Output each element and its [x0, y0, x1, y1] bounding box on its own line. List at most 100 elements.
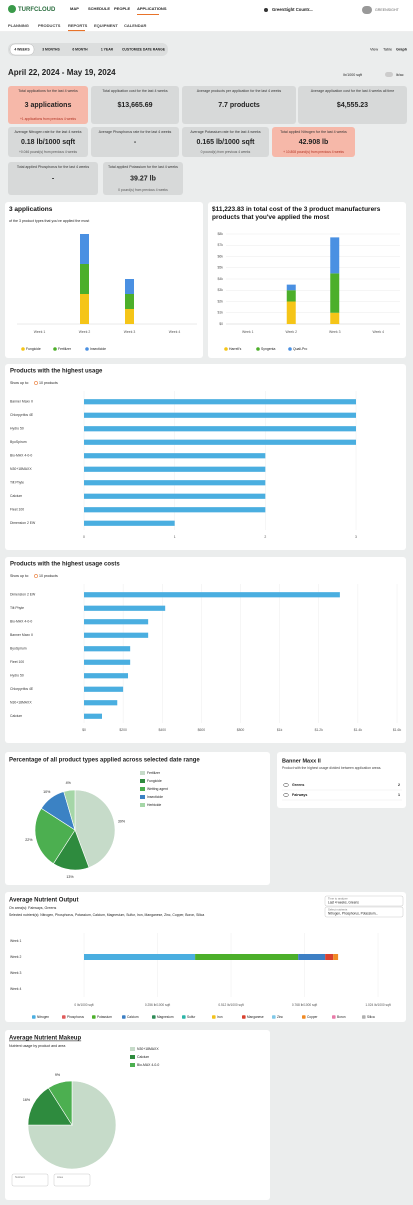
card-title-box: Total application cost for the last 4 we…	[102, 89, 168, 93]
y-tick-label: N30+18MAXX	[10, 701, 32, 705]
chart-title: Products with the highest usage	[10, 369, 103, 375]
card-title: Total applications for the last 4 weeks	[18, 89, 78, 93]
x-tick-label: Week 2	[79, 330, 91, 334]
bar	[84, 399, 356, 405]
card-title: Total application cost for the last 4 we…	[102, 89, 168, 93]
dropdown[interactable]	[53, 1173, 91, 1187]
chart-title: $11,223.83 in total cost of the 3 produc…	[212, 206, 381, 221]
range-tab[interactable]: 1 YEAR	[101, 47, 114, 51]
y-tick-label: Calcium	[10, 494, 22, 498]
card-title-box: Average Nitrogen rate for the last 4 wee…	[14, 130, 81, 134]
dropdown[interactable]	[324, 906, 404, 918]
card-title: Total applied Phosphorus for the last 4 …	[16, 165, 90, 169]
card-value: 42.908 lb	[299, 139, 329, 146]
legend-swatch	[140, 795, 145, 799]
y-tick-label: Week 4	[10, 987, 22, 991]
y-tick-label: Dimension 2 EW	[10, 521, 36, 525]
range-tab[interactable]: CUSTOMIZE DATE RANGE	[122, 47, 166, 51]
x-tick-label: $800	[237, 728, 245, 732]
y-tick-label: $4k	[218, 277, 224, 281]
dropdown[interactable]	[11, 1173, 49, 1187]
chart-title: 3 applications	[9, 206, 53, 213]
legend-swatch	[140, 803, 145, 807]
tab-bar	[8, 43, 168, 56]
subnav-item[interactable]: REPORTS	[68, 23, 88, 28]
dropdown[interactable]	[324, 895, 404, 907]
y-tick-label: $5k	[218, 266, 224, 270]
show-value[interactable]: 10 products	[39, 381, 58, 385]
legend-swatch	[85, 347, 89, 351]
bar	[84, 439, 356, 445]
nav-item[interactable]: APPLICATIONS	[137, 6, 167, 11]
chart-subtitle: Selected nutrient(s): Nitrogen, Phosphor…	[9, 913, 204, 917]
nav-item[interactable]: MAP	[70, 6, 79, 11]
card-value: 3 applications	[25, 102, 72, 109]
bar-segment	[125, 279, 134, 294]
chart-title: Average Nutrient Makeup	[9, 1036, 81, 1042]
legend-swatch	[62, 1015, 66, 1019]
stat-card	[91, 86, 179, 124]
subnav-item[interactable]: CALENDAR	[124, 23, 147, 28]
slice-label: 22%	[25, 838, 33, 842]
show-label: Show up to:	[10, 381, 29, 385]
slice-label: 9%	[55, 1073, 61, 1077]
card-title: Total applied Nitrogen for the last 4 we…	[280, 130, 347, 134]
bar	[84, 453, 266, 459]
show-value[interactable]: 10 products	[39, 574, 58, 578]
x-tick-label: 3	[355, 535, 357, 539]
view-option[interactable]: Table	[383, 48, 392, 52]
dropdown-value: Nitrogen, Phosphorus, Potassium...	[328, 912, 378, 916]
legend-swatch	[122, 1015, 126, 1019]
x-tick-label: $1.2k	[315, 728, 324, 732]
subnav-item[interactable]: PRODUCTS	[38, 23, 61, 28]
unit-option[interactable]: lb/ac	[396, 73, 404, 77]
bar-segment	[325, 954, 334, 960]
unit-option[interactable]: lb/1000 sqft	[343, 73, 362, 77]
radio[interactable]	[34, 381, 38, 385]
bar	[84, 426, 356, 432]
legend-swatch	[130, 1063, 135, 1067]
date-range: April 22, 2024 - May 19, 2024	[8, 68, 116, 77]
card-change: +1 applications from previous 4 weeks	[20, 117, 76, 121]
unit-toggle[interactable]	[385, 72, 393, 77]
bar	[84, 673, 129, 679]
x-tick-label: Week 1	[34, 330, 46, 334]
x-tick-label: $0	[82, 728, 86, 732]
y-tick-label: Hydro 50	[10, 674, 24, 678]
view-option[interactable]: Graph	[396, 48, 408, 52]
chart-subtitle: of the 3 product types that you've appli…	[9, 219, 89, 223]
legend-swatch	[130, 1055, 135, 1059]
range-tab[interactable]: 3 MONTHS	[42, 47, 60, 51]
nav-item[interactable]: PEOPLE	[114, 6, 131, 11]
range-tab[interactable]: 4 WEEKS	[14, 47, 30, 51]
y-tick-label: Week 2	[10, 955, 22, 959]
bar-segment	[80, 264, 89, 294]
card-value: 39.27 lb	[130, 175, 156, 182]
bar	[84, 493, 266, 499]
chart-title-box: 3 applications	[9, 206, 53, 213]
bar-segment	[80, 294, 89, 324]
location[interactable]: GreenSight Countr...	[272, 7, 313, 12]
bar-segment	[286, 290, 296, 302]
radio[interactable]	[34, 574, 38, 578]
card-value: 0.18 lb/1000 sqft	[21, 139, 76, 146]
range-tab[interactable]: 6 MONTH	[72, 47, 88, 51]
card-value: 0.165 lb/1000 sqft	[197, 139, 256, 146]
nav-item[interactable]: SCHEDULE	[88, 6, 110, 11]
x-tick-label: $1.6k	[393, 728, 402, 732]
x-tick-label: Week 2	[286, 330, 298, 334]
card-title-box: Average products per application for the…	[196, 89, 282, 93]
subnav-item[interactable]: EQUIPMENT	[94, 23, 118, 28]
area-icon	[283, 793, 289, 797]
bar-segment	[125, 294, 134, 309]
bar-segment	[195, 954, 299, 960]
panel	[5, 557, 406, 743]
card-value: 7.7 products	[218, 102, 260, 109]
legend-swatch	[332, 1015, 336, 1019]
show-label: Show up to:	[10, 574, 29, 578]
card-title: Average products per application for the…	[196, 89, 282, 93]
subnav-item[interactable]: PLANNING	[8, 23, 29, 28]
bar	[84, 686, 124, 692]
card-title-box: Average Phosphorus rate for the last 4 w…	[99, 130, 172, 134]
